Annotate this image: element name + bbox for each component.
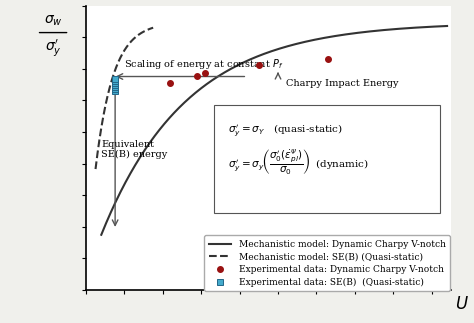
Text: $\sigma_y' = \sigma_Y$   (quasi-static): $\sigma_y' = \sigma_Y$ (quasi-static) xyxy=(228,122,343,138)
Text: $\sigma_y'$: $\sigma_y'$ xyxy=(45,38,62,59)
Text: $\sigma_y' = \sigma_y \!\left(\dfrac{\sigma_0'(\dot{\varepsilon}_{pl}^{\psi})}{\: $\sigma_y' = \sigma_y \!\left(\dfrac{\si… xyxy=(228,147,369,176)
FancyBboxPatch shape xyxy=(214,105,440,213)
Text: Equivalent
SE(B) energy: Equivalent SE(B) energy xyxy=(101,140,167,159)
Text: Charpy Impact Energy: Charpy Impact Energy xyxy=(286,78,398,88)
Text: $\sigma_w$: $\sigma_w$ xyxy=(44,14,63,28)
Legend: Mechanistic model: Dynamic Charpy V-notch, Mechanistic model: SE(B) (Quasi-stati: Mechanistic model: Dynamic Charpy V-notc… xyxy=(204,235,450,291)
Text: Scaling of energy at constant $P_f$: Scaling of energy at constant $P_f$ xyxy=(124,57,283,71)
Text: $U$: $U$ xyxy=(455,296,468,313)
